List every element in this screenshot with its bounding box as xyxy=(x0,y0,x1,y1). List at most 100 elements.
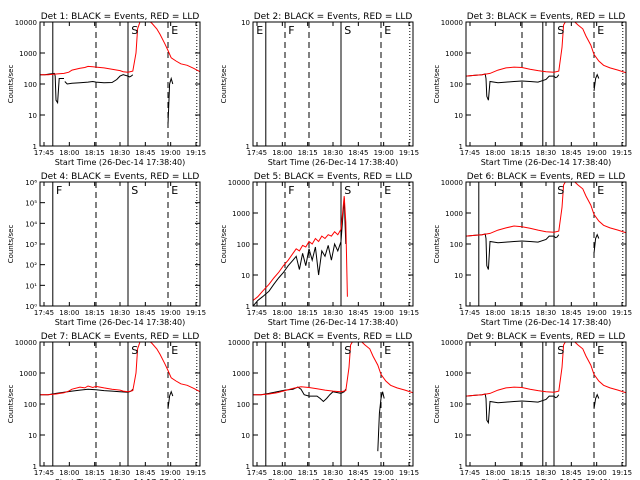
panel-title: Det 7: BLACK = Events, RED = LLD xyxy=(41,332,200,342)
events-series-line xyxy=(167,76,174,125)
lld-series-line xyxy=(466,22,626,77)
detector-panel-4: Det 4: BLACK = Events, RED = LLD F S E 10⁰ 10… xyxy=(7,172,206,327)
x-tick-label: 17:45 xyxy=(34,309,54,317)
y-tick-label: 1000 xyxy=(445,50,463,58)
series-group xyxy=(466,22,626,101)
y-tick-label: 10 xyxy=(241,432,250,440)
series-group xyxy=(253,196,348,306)
x-axis-label: Start Time (26-Dec-14 17:38:40) xyxy=(55,318,186,327)
y-tick-label: 10000 xyxy=(228,179,250,187)
interval-marker-S: S xyxy=(131,344,138,357)
interval-marker-E: E xyxy=(597,24,604,37)
x-tick-label: 18:30 xyxy=(323,309,343,317)
y-tick-label: 100 xyxy=(450,401,463,409)
y-tick-label: 10000 xyxy=(441,339,463,347)
series-group xyxy=(40,342,200,409)
x-tick-label: 18:30 xyxy=(323,149,343,157)
x-tick-label: 19:00 xyxy=(374,149,394,157)
events-series-line xyxy=(377,391,385,452)
x-tick-label: 19:00 xyxy=(161,309,181,317)
x-tick-label: 18:15 xyxy=(511,149,531,157)
detector-panel-2: Det 2: BLACK = Events, RED = LLD E F S E 1 10 1… xyxy=(220,12,419,167)
plot-frame xyxy=(39,181,201,307)
y-axis-label: Counts/sec xyxy=(7,385,15,424)
x-axis-label: Start Time (26-Dec-14 17:38:40) xyxy=(268,318,399,327)
lld-series-line xyxy=(466,342,626,397)
y-tick-label: 1 xyxy=(246,143,250,151)
detector-panel-5: Det 5: BLACK = Events, RED = LLD F S E 1 10 10… xyxy=(220,172,419,327)
events-series-line xyxy=(253,386,347,403)
y-tick-label: 10² xyxy=(25,262,37,270)
x-tick-label: 19:15 xyxy=(399,309,419,317)
panel-title: Det 5: BLACK = Events, RED = LLD xyxy=(254,172,413,182)
lld-series-line xyxy=(253,196,348,301)
y-tick-label: 1 xyxy=(459,463,463,471)
x-tick-label: 18:45 xyxy=(561,149,581,157)
y-tick-label: 100 xyxy=(237,241,250,249)
y-tick-label: 10000 xyxy=(441,179,463,187)
y-tick-label: 10 xyxy=(454,272,463,280)
x-tick-label: 18:00 xyxy=(485,469,505,477)
x-tick-label: 18:15 xyxy=(298,469,318,477)
x-tick-label: 19:15 xyxy=(612,469,632,477)
events-series-line xyxy=(167,390,174,409)
lld-series-line xyxy=(40,22,200,76)
interval-marker-F: F xyxy=(288,24,294,37)
y-tick-label: 1 xyxy=(459,303,463,311)
detector-panel-9: Det 9: BLACK = Events, RED = LLD S E 1 10 100… xyxy=(433,332,632,480)
y-tick-label: 100 xyxy=(24,81,37,89)
x-axis-label: Start Time (26-Dec-14 17:38:40) xyxy=(268,158,399,167)
panel-title: Det 2: BLACK = Events, RED = LLD xyxy=(254,12,413,22)
interval-marker-S: S xyxy=(344,24,351,37)
y-tick-label: 10⁵ xyxy=(25,200,37,208)
events-series-line xyxy=(64,74,134,85)
x-tick-label: 19:00 xyxy=(374,469,394,477)
y-tick-label: 10⁰ xyxy=(25,303,37,311)
x-tick-label: 18:00 xyxy=(272,309,292,317)
y-tick-label: 1000 xyxy=(445,370,463,378)
x-tick-label: 17:45 xyxy=(460,469,480,477)
interval-marker-E: E xyxy=(384,24,391,37)
series-group xyxy=(40,22,200,125)
series-group xyxy=(466,182,626,270)
y-tick-label: 10000 xyxy=(15,19,37,27)
x-tick-label: 18:45 xyxy=(348,469,368,477)
y-tick-label: 10⁴ xyxy=(25,220,37,228)
x-tick-label: 19:00 xyxy=(587,309,607,317)
x-tick-label: 19:15 xyxy=(186,469,206,477)
plot-frame xyxy=(252,21,414,147)
interval-marker-E: E xyxy=(171,24,178,37)
y-tick-label: 1000 xyxy=(19,50,37,58)
x-tick-label: 18:45 xyxy=(561,469,581,477)
x-tick-label: 18:00 xyxy=(272,469,292,477)
interval-marker-E: E xyxy=(597,184,604,197)
interval-marker-S: S xyxy=(131,184,138,197)
y-axis-label: Counts/sec xyxy=(433,65,441,104)
y-tick-label: 100 xyxy=(237,401,250,409)
x-tick-label: 19:00 xyxy=(587,469,607,477)
interval-marker-E: E xyxy=(171,344,178,357)
x-tick-label: 17:45 xyxy=(34,469,54,477)
y-tick-label: 1000 xyxy=(445,210,463,218)
y-axis-label: Counts/sec xyxy=(7,65,15,104)
y-tick-label: 1 xyxy=(33,463,37,471)
events-series-line xyxy=(40,72,64,105)
interval-marker-S: S xyxy=(344,344,351,357)
x-tick-label: 18:30 xyxy=(536,309,556,317)
y-tick-label: 10000 xyxy=(441,19,463,27)
interval-marker-F: F xyxy=(56,184,62,197)
x-tick-label: 18:15 xyxy=(298,149,318,157)
y-tick-label: 10 xyxy=(454,112,463,120)
plot-frame xyxy=(252,181,414,307)
interval-marker-S: S xyxy=(557,344,564,357)
y-tick-label: 10¹ xyxy=(25,282,37,290)
x-tick-label: 18:30 xyxy=(536,469,556,477)
plot-frame xyxy=(39,341,201,467)
plot-frame xyxy=(252,341,414,467)
interval-marker-E: E xyxy=(171,184,178,197)
events-series-line xyxy=(253,198,347,306)
x-tick-label: 18:00 xyxy=(59,149,79,157)
x-tick-label: 18:30 xyxy=(110,149,130,157)
y-tick-label: 1000 xyxy=(232,370,250,378)
x-tick-label: 19:00 xyxy=(161,469,181,477)
